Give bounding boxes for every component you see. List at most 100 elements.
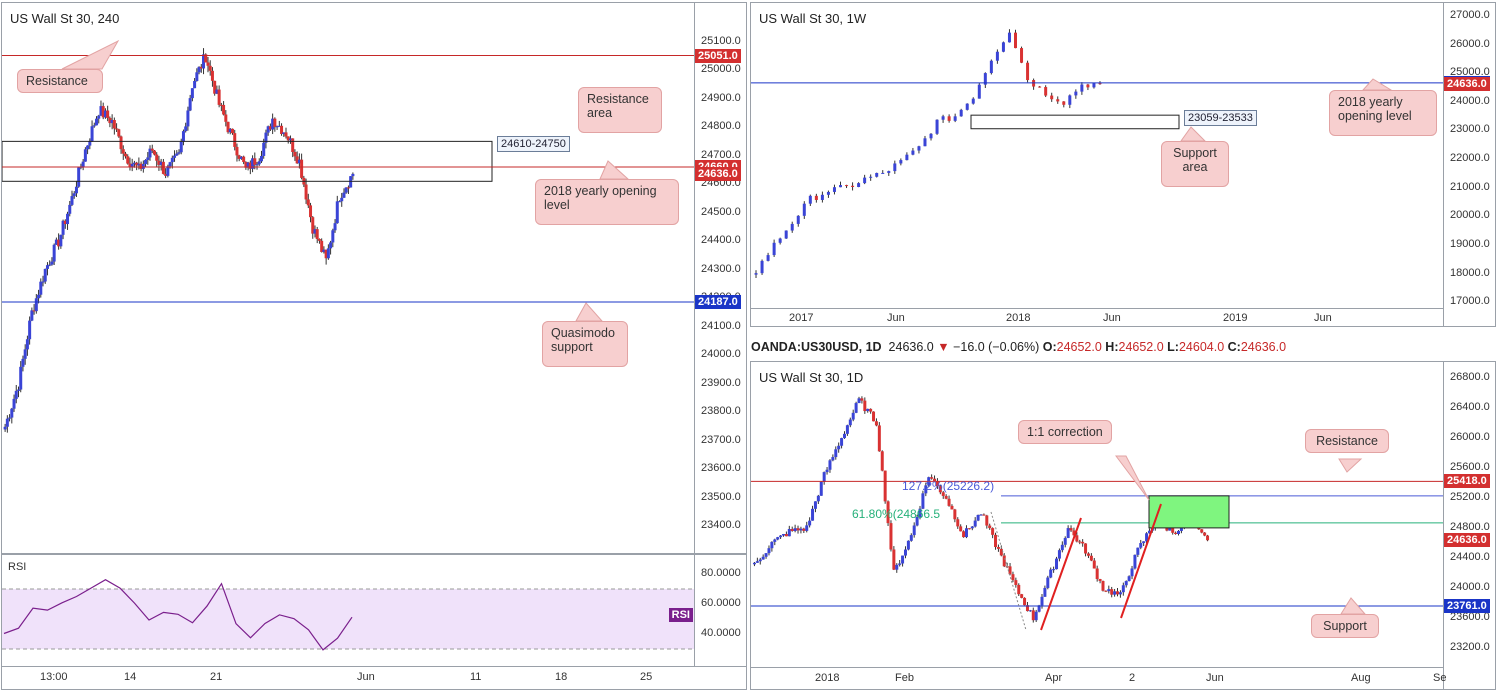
candle-body xyxy=(317,239,321,241)
time-axis-4h[interactable]: 13:00 14 21 Jun 11 18 25 xyxy=(1,666,747,690)
candle-body xyxy=(811,508,815,521)
candles-4h[interactable] xyxy=(2,3,694,554)
price-tick: 19000.0 xyxy=(1450,237,1490,250)
candle-body xyxy=(1121,585,1125,593)
price-tick: 26800.0 xyxy=(1450,370,1490,383)
price-tick: 25000.0 xyxy=(1450,66,1490,79)
candles-1d[interactable] xyxy=(751,362,1443,667)
candle-body xyxy=(1130,568,1134,577)
candle-body xyxy=(1127,576,1131,582)
candle-body xyxy=(959,109,963,117)
candle-body xyxy=(226,121,230,133)
price-tick: 23900.0 xyxy=(701,376,741,389)
candle-body xyxy=(331,230,335,243)
chart-panel-1w[interactable]: US Wall St 30, 1W 27000.0 26000.0 25000.0 2… xyxy=(750,2,1496,327)
candle-body xyxy=(886,501,890,524)
price-tick: 24700.0 xyxy=(701,148,741,161)
candle-body xyxy=(204,54,208,63)
candle-body xyxy=(995,51,999,61)
candle-body xyxy=(291,138,295,152)
candle-body xyxy=(132,162,136,164)
candle-body xyxy=(991,528,995,535)
candle-body xyxy=(12,398,16,409)
candle-body xyxy=(964,528,968,538)
candle-body xyxy=(326,248,330,259)
callout-pointer xyxy=(1115,455,1150,501)
candle-body xyxy=(790,223,794,231)
candle-body xyxy=(877,425,881,452)
candle-body xyxy=(68,204,72,214)
price-tick: 24900.0 xyxy=(701,91,741,104)
candle-body xyxy=(999,548,1003,556)
candle-body xyxy=(335,201,339,224)
candle-body xyxy=(121,149,125,154)
candle-body xyxy=(110,120,114,124)
panel-title-4h: US Wall St 30, 240 xyxy=(10,11,120,26)
price-axis-4h[interactable]: 25100.0 25000.0 24900.0 24800.0 24700.0 24600… xyxy=(694,3,746,553)
candle-body xyxy=(206,62,210,66)
candle-body xyxy=(1089,555,1093,561)
rsi-axis[interactable]: 80.0000 60.0000 40.0000 xyxy=(694,555,746,666)
price-tag: 25051.0 xyxy=(695,48,741,63)
candle-body xyxy=(754,273,758,275)
candle-body xyxy=(262,142,266,156)
candle-body xyxy=(924,485,928,494)
candle-body xyxy=(874,421,878,426)
candle-body xyxy=(1023,597,1027,606)
candle-body xyxy=(1056,99,1060,102)
chart-panel-1d[interactable]: US Wall St 30, 1D 26800.0 26400.0 26000.0 2… xyxy=(750,361,1496,690)
candle-body xyxy=(255,164,259,166)
time-tick: Feb xyxy=(895,672,914,684)
rsi-panel[interactable]: RSI 80.0000 60.0000 40.0000 RSI xyxy=(1,554,747,667)
candle-body xyxy=(295,156,299,164)
time-axis-1w[interactable]: 2017 Jun 2018 Jun 2019 Jun xyxy=(751,308,1443,326)
candles-1w[interactable] xyxy=(751,3,1443,308)
callout-resistance-4h: Resistance xyxy=(17,69,103,93)
time-axis-1d[interactable]: 2018 Feb Apr 2 Jun Aug Se xyxy=(751,667,1446,689)
candle-body xyxy=(950,505,954,510)
candle-body xyxy=(1086,84,1090,88)
chart-panel-4h[interactable]: US Wall St 30, 240 25100.0 25000.0 24900.0… xyxy=(1,2,747,554)
candle-body xyxy=(273,118,277,127)
candle-body xyxy=(25,339,29,350)
price-tag: 24636.0 xyxy=(1444,533,1490,548)
price-tick: 25000.0 xyxy=(701,63,741,76)
candle-body xyxy=(39,281,43,295)
candle-body xyxy=(863,400,867,412)
price-axis-1d[interactable]: 26800.0 26400.0 26000.0 25600.0 25200.0 24800… xyxy=(1443,362,1495,689)
price-axis-1w[interactable]: 27000.0 26000.0 25000.0 24000.0 23000.0 22000… xyxy=(1443,3,1495,326)
candle-body xyxy=(101,106,105,118)
candle-body xyxy=(808,520,812,526)
price-tag: 23761.0 xyxy=(1444,599,1490,614)
resistance-area-box xyxy=(2,140,493,182)
price-tick: 24400.0 xyxy=(1450,550,1490,563)
candle-body xyxy=(906,540,910,550)
rsi-line-chart[interactable] xyxy=(2,555,694,667)
candle-body xyxy=(983,73,987,85)
candle-body xyxy=(338,201,342,203)
candle-body xyxy=(222,104,226,115)
price-tick: 60.0000 xyxy=(701,597,741,609)
price-tick: 40.0000 xyxy=(701,627,741,639)
candle-body xyxy=(851,412,855,420)
candle-body xyxy=(1113,591,1117,595)
candle-body xyxy=(248,162,252,169)
candle-body xyxy=(816,495,820,502)
candle-body xyxy=(965,103,969,110)
candle-body xyxy=(1095,568,1099,580)
candle-body xyxy=(979,514,983,516)
candle-body xyxy=(197,66,201,73)
candle-body xyxy=(944,495,948,499)
candle-body xyxy=(83,149,87,162)
candle-body xyxy=(61,220,65,235)
candle-body xyxy=(195,72,199,82)
candle-body xyxy=(320,240,324,252)
candle-body xyxy=(246,162,250,168)
candle-body xyxy=(1020,594,1024,598)
callout-resistance-1d: Resistance xyxy=(1305,429,1389,453)
candle-body xyxy=(123,153,127,157)
price-tick: 21000.0 xyxy=(1450,180,1490,193)
candle-body xyxy=(1092,560,1096,569)
panel-title-1d: US Wall St 30, 1D xyxy=(759,370,864,385)
candle-body xyxy=(1044,87,1048,96)
